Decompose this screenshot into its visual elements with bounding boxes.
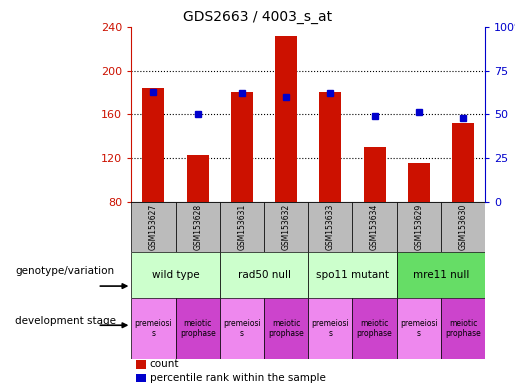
Bar [441,202,485,252]
Bar [131,202,176,252]
Bar [220,202,264,252]
Text: premeiosi
s: premeiosi s [312,319,349,338]
Text: meiotic
prophase: meiotic prophase [445,319,481,338]
Bar [186,155,209,202]
Bar [352,202,397,252]
Bar [441,298,485,359]
Bar [308,202,352,252]
Bar [176,202,220,252]
Bar [142,88,164,202]
Bar [231,93,253,202]
Text: meiotic
prophase: meiotic prophase [357,319,392,338]
Text: GSM153627: GSM153627 [149,204,158,250]
Bar [131,298,176,359]
Text: GSM153634: GSM153634 [370,204,379,250]
Text: premeiosi
s: premeiosi s [134,319,173,338]
Text: rad50 null: rad50 null [237,270,290,280]
Bar [308,298,352,359]
Text: wild type: wild type [152,270,199,280]
Bar [308,252,397,298]
Text: GSM153632: GSM153632 [282,204,290,250]
Text: premeiosi
s: premeiosi s [223,319,261,338]
Text: GSM153633: GSM153633 [326,204,335,250]
Bar [319,93,341,202]
Bar [364,147,386,202]
Text: genotype/variation: genotype/variation [15,266,114,276]
Bar [131,252,220,298]
Bar [408,163,430,202]
Text: premeiosi
s: premeiosi s [400,319,438,338]
Text: count: count [150,359,179,369]
Text: development stage: development stage [15,316,116,326]
Bar [264,202,308,252]
Bar [220,298,264,359]
Bar [275,36,297,202]
Bar [397,202,441,252]
Text: spo11 mutant: spo11 mutant [316,270,389,280]
Text: GSM153628: GSM153628 [193,204,202,250]
Text: percentile rank within the sample: percentile rank within the sample [150,373,326,383]
Text: GSM153630: GSM153630 [458,204,468,250]
Text: GSM153631: GSM153631 [237,204,246,250]
Text: mre11 null: mre11 null [413,270,469,280]
Text: GDS2663 / 4003_s_at: GDS2663 / 4003_s_at [183,10,332,23]
Bar [452,123,474,202]
Bar [397,252,485,298]
Text: GSM153629: GSM153629 [414,204,423,250]
Text: meiotic
prophase: meiotic prophase [268,319,304,338]
Bar [352,298,397,359]
Bar [176,298,220,359]
Bar [220,252,308,298]
Bar [397,298,441,359]
Bar [264,298,308,359]
Text: meiotic
prophase: meiotic prophase [180,319,216,338]
